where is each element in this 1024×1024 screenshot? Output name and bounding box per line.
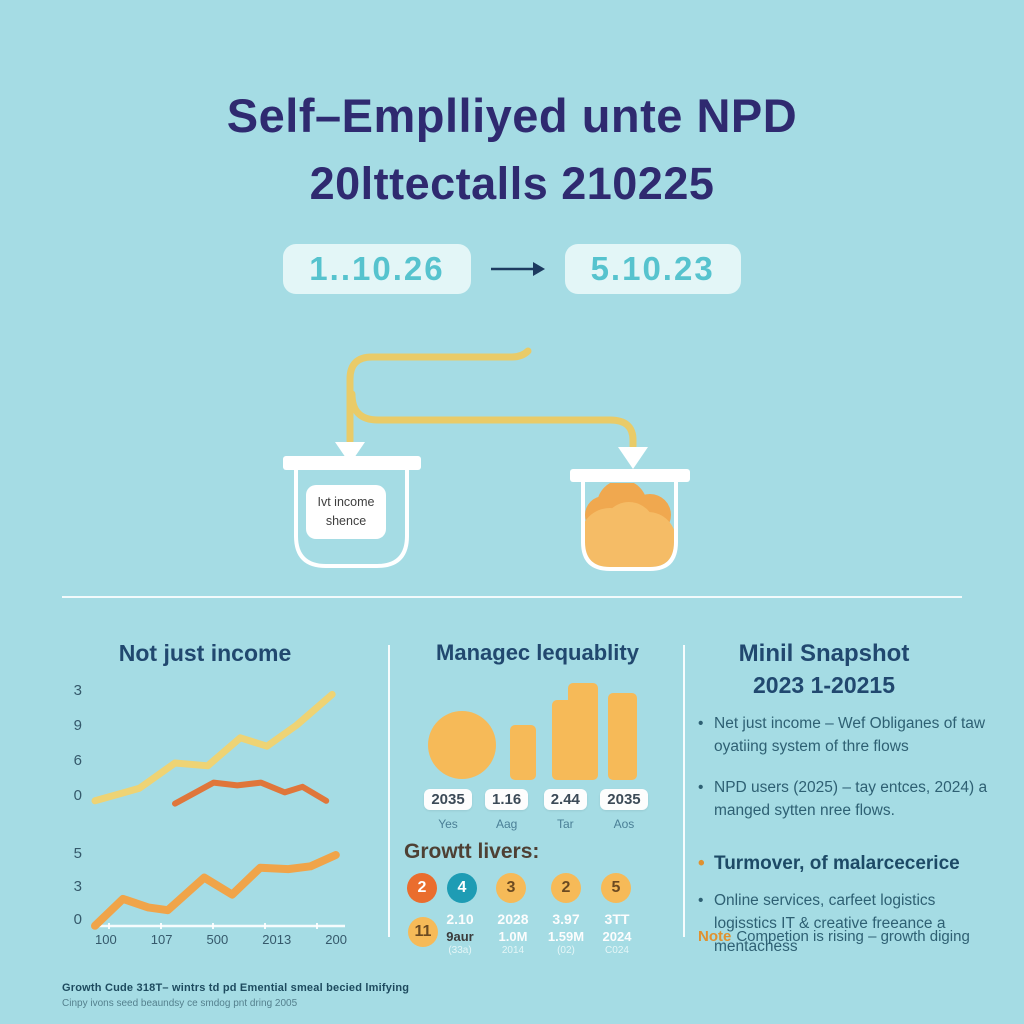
page-title-line1: Self–Emplliyed unte NPD: [226, 89, 798, 142]
badge-column: 2035 Yes: [420, 789, 476, 831]
date-badge-to: 5.10.23: [564, 244, 741, 294]
bullet-item-bold: Turmover, of malarcecerice: [698, 850, 998, 879]
bullet-item: Online services, carfeet logistics logis…: [698, 889, 998, 959]
flow-line-right: [348, 390, 637, 450]
chart1-ytick: 0: [73, 787, 82, 804]
footer-line1: Growth Cude 318T– wintrs td pd Emential …: [62, 982, 410, 994]
arrow-right-icon: [490, 262, 545, 276]
chart1-ytick: 6: [73, 752, 82, 769]
note-line: Note Competion is rising – growth diging: [698, 928, 998, 945]
right-bucket-body: [581, 482, 678, 571]
date-range: 1..10.26 5.10.23: [0, 244, 1024, 294]
date-badge-from: 1..10.26: [283, 244, 471, 294]
stat-column: 3.97 1.59M (02): [547, 911, 585, 956]
pictogram-circle: [428, 711, 496, 779]
chart2-ytick: 0: [73, 911, 82, 928]
yellow-line: [91, 690, 336, 805]
growth-circle: 4: [447, 873, 477, 903]
badge-caption: Yes: [438, 817, 458, 831]
left-bucket-body: [294, 470, 409, 568]
badge-column: 2.44 Tar: [537, 789, 593, 831]
value-badge: 1.16: [485, 789, 529, 810]
note-text: Competion is rising – growth diging: [736, 928, 970, 945]
chart2-x-axis-labels: 100 107 500 2013 200: [95, 932, 347, 947]
growth-circle: 3: [496, 873, 526, 903]
value-badge: 2.44: [543, 789, 587, 810]
pictogram-badges: 2035 Yes 1.16 Aag 2.44 Tar 2035 Aos: [420, 789, 652, 831]
stat-column: 2.10 9aur (33a): [446, 911, 474, 956]
badge-column: 2035 Aos: [596, 789, 652, 831]
money-pile-icon: [585, 483, 674, 567]
vertical-divider-right: [683, 645, 685, 937]
middle-section-title: Managec lequablity: [436, 640, 639, 665]
chart2-ytick: 3: [73, 878, 82, 895]
growth-circle-extra: 11: [408, 917, 438, 947]
arrow-down-right-icon: [618, 447, 648, 469]
stat-column: 3TT 2024 C024: [602, 911, 632, 956]
pictogram-bar-tall: [608, 693, 637, 780]
snapshot-bullet-list: Net just income – Wef Obliganes of taw o…: [698, 712, 998, 975]
left-bucket-label: Ivt income shence: [317, 495, 375, 529]
arrow-down-left-icon: [335, 442, 365, 464]
pictogram-bar-step-high: [568, 683, 598, 723]
note-label: Note: [698, 928, 732, 945]
orange-line: [91, 851, 340, 930]
growth-circle: 5: [601, 873, 631, 903]
horizontal-divider: [62, 596, 962, 598]
value-badge: 2035: [600, 789, 648, 810]
line-chart-income: [91, 690, 336, 807]
value-badge: 2035: [424, 789, 472, 810]
badge-caption: Tar: [556, 817, 574, 831]
left-bucket-card: [306, 485, 386, 539]
page-title-line2: 20lttectalls 210225: [309, 158, 715, 209]
growth-levers-heading: Growtt livers:: [404, 840, 540, 863]
left-section-title: Not just income: [118, 640, 292, 666]
badge-caption: Aag: [495, 817, 518, 831]
line-chart-growth: [91, 851, 345, 930]
pictogram-chart: [428, 683, 637, 780]
stat-column: 2028 1.0M 2014: [497, 911, 529, 956]
pictogram-bar-small: [510, 725, 536, 780]
chart2-ytick: 5: [73, 845, 82, 862]
badge-caption: Aos: [613, 817, 635, 831]
chart1-ytick: 9: [73, 717, 82, 734]
growth-circle: 2: [551, 873, 581, 903]
bullet-item: NPD users (2025) – tay entces, 2024) a m…: [698, 776, 998, 823]
chart1-ytick: 3: [73, 682, 82, 699]
right-bucket-rim: [570, 469, 690, 482]
right-section-subheading: 2023 1-20215: [753, 672, 895, 698]
growth-circle: 2: [407, 873, 437, 903]
right-section-heading: Minil Snapshot: [738, 640, 910, 667]
badge-column: 1.16 Aag: [479, 789, 535, 831]
orange-line: [172, 779, 330, 807]
bullet-item: Net just income – Wef Obliganes of taw o…: [698, 712, 998, 759]
vertical-divider-left: [388, 645, 390, 937]
footer-line2: Cinpy ivons seed beaundsy ce smdog pnt d…: [62, 998, 298, 1009]
left-bucket-rim: [283, 456, 421, 470]
flow-line-left: [346, 347, 532, 445]
